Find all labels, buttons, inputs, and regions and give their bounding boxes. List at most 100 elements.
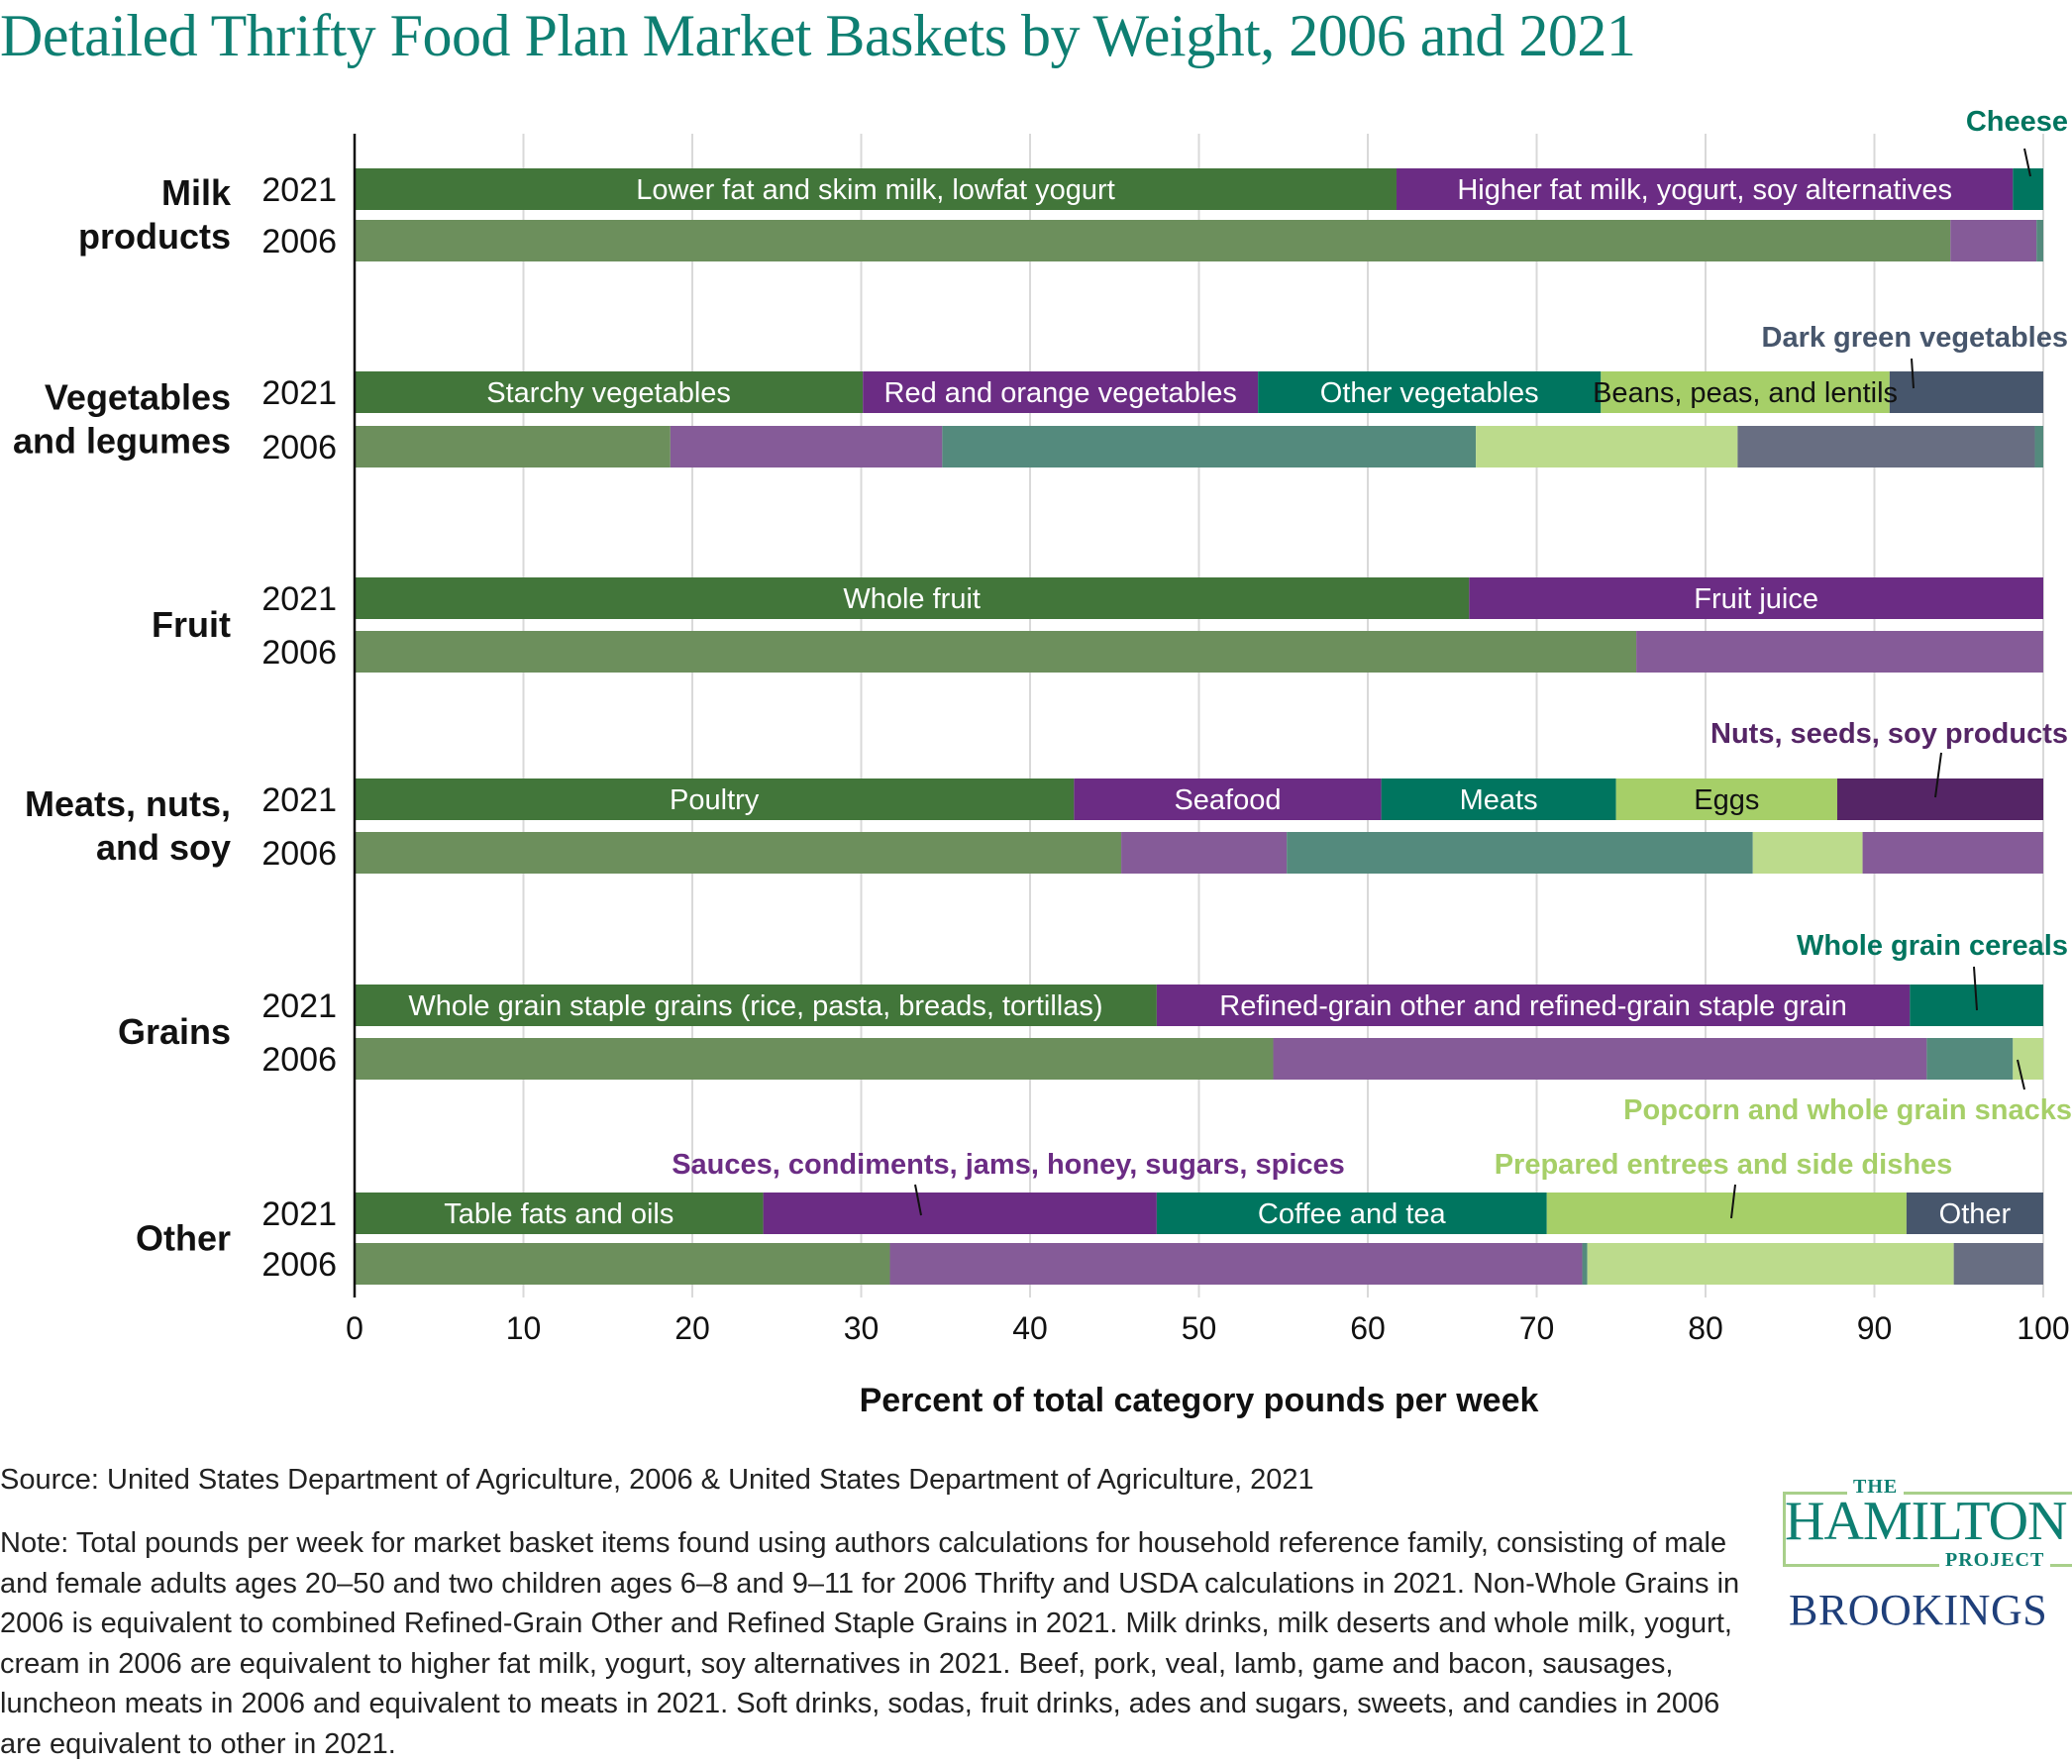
bar-segment	[1469, 577, 2043, 619]
x-tick-label: 20	[674, 1310, 710, 1346]
bar-segment	[1862, 832, 2043, 874]
year-label: 2021	[261, 580, 337, 618]
category-label: Other	[136, 1218, 231, 1259]
bar-segment	[355, 371, 864, 413]
bar-segment	[355, 631, 1637, 673]
gridlines	[522, 134, 2044, 1297]
callout-leader-line	[1973, 966, 1978, 1011]
segment-label: Other	[1939, 1198, 2012, 1230]
bar-segment	[1752, 832, 1863, 874]
year-label: 2006	[261, 1246, 337, 1284]
bar-segment	[1615, 778, 1837, 820]
bar-segment	[1074, 778, 1382, 820]
chart-title: Detailed Thrifty Food Plan Market Basket…	[0, 3, 1636, 68]
bar-segment	[1587, 1243, 1954, 1285]
segment-label: Lower fat and skim milk, lowfat yogurt	[636, 174, 1115, 206]
x-tick-label: 0	[346, 1310, 363, 1346]
bar-segment	[1950, 220, 2037, 261]
bar-segment	[355, 577, 1470, 619]
bar-segment	[355, 1243, 890, 1285]
bar-segment	[1546, 1193, 1907, 1234]
x-tick-label: 90	[1857, 1310, 1893, 1346]
bar-segment	[355, 778, 1075, 820]
footnote: Note: Total pounds per week for market b…	[0, 1527, 1740, 1760]
bar-segment	[1396, 168, 2014, 210]
callout-leader-line	[1911, 358, 1915, 389]
callout-leader-line	[2023, 148, 2031, 177]
category-label: products	[78, 216, 231, 257]
callout-leader-line	[2017, 1059, 2025, 1090]
year-label: 2006	[261, 634, 337, 672]
bar-segment	[2036, 220, 2043, 261]
year-label: 2006	[261, 1041, 337, 1079]
bar-segment	[355, 1193, 764, 1234]
bar-segment	[355, 220, 1951, 261]
segment-label: Red and orange vegetables	[884, 377, 1237, 409]
segment-label: Meats	[1460, 784, 1538, 816]
bar-segment	[1156, 1193, 1547, 1234]
bar-segment	[1926, 1038, 2014, 1080]
category-label: Vegetables	[45, 377, 231, 418]
bar-segment	[1156, 985, 1911, 1026]
bar-segment	[355, 985, 1157, 1026]
callout-label: Prepared entrees and side dishes	[1495, 1149, 1953, 1181]
year-label: 2021	[261, 987, 337, 1025]
year-label: 2021	[261, 781, 337, 819]
year-label: 2021	[261, 1195, 337, 1233]
callout-leader-line	[1730, 1184, 1736, 1219]
segment-label: Fruit juice	[1694, 583, 1818, 615]
bar-segment	[1582, 1243, 1588, 1285]
segment-label: Whole grain staple grains (rice, pasta, …	[408, 990, 1102, 1022]
bar-segment	[1889, 371, 2043, 413]
x-tick-label: 10	[506, 1310, 542, 1346]
stacked-bar-chart: Lower fat and skim milk, lowfat yogurt Hi…	[13, 106, 2072, 1419]
bar-segment	[1287, 832, 1753, 874]
segment-labels: Lower fat and skim milk, lowfat yogurt Hi…	[408, 106, 2072, 1230]
x-tick-label: 40	[1012, 1310, 1048, 1346]
callout-leader-line	[914, 1184, 922, 1216]
x-tick-label: 30	[844, 1310, 880, 1346]
bar-segment	[763, 1193, 1157, 1234]
category-label: and soy	[96, 827, 231, 868]
x-tick-label: 80	[1688, 1310, 1723, 1346]
bar-segment	[355, 1038, 1274, 1080]
source-note: Source: United States Department of Agri…	[0, 1464, 1314, 1496]
bar-segment	[1836, 778, 2043, 820]
callout-label: Nuts, seeds, soy products	[1710, 718, 2068, 750]
bar-segment	[355, 832, 1122, 874]
year-label: 2006	[261, 429, 337, 467]
bar-segment	[1258, 371, 1602, 413]
category-label: Meats, nuts,	[25, 783, 231, 824]
logo-brookings: BROOKINGS	[1789, 1586, 2048, 1634]
bar-segment	[1381, 778, 1616, 820]
segment-label: Eggs	[1694, 784, 1759, 816]
bar-segment	[1906, 1193, 2043, 1234]
segment-label: Coffee and tea	[1258, 1198, 1447, 1230]
segment-label: Higher fat milk, yogurt, soy alternative…	[1457, 174, 1952, 206]
x-axis-title: Percent of total category pounds per wee…	[860, 1382, 1539, 1419]
logo-project: PROJECT	[1939, 1549, 2051, 1572]
callout-label: Cheese	[1966, 106, 2068, 138]
bar-segment	[2034, 426, 2043, 467]
logo-hamilton: HAMILTON	[1785, 1491, 2067, 1552]
x-tick-label: 60	[1350, 1310, 1386, 1346]
bars	[355, 168, 2043, 1285]
category-label: and legumes	[13, 421, 231, 462]
x-tick-label: 70	[1519, 1310, 1555, 1346]
bar-segment	[2013, 1038, 2043, 1080]
segment-label: Other vegetables	[1320, 377, 1539, 409]
bar-segment	[863, 371, 1259, 413]
bar-segment	[1476, 426, 1738, 467]
bar-segment	[355, 168, 1397, 210]
bar-segment	[1601, 371, 1890, 413]
bar-segment	[1636, 631, 2043, 673]
callout-label: Whole grain cereals	[1797, 930, 2068, 962]
year-label: 2021	[261, 374, 337, 412]
x-tick-label: 100	[2017, 1310, 2069, 1346]
hamilton-brookings-logo: THE HAMILTON PROJECT BROOKINGS	[1763, 1464, 2072, 1634]
bar-segment	[1273, 1038, 1927, 1080]
callout-label: Sauces, condiments, jams, honey, sugars,…	[672, 1149, 1345, 1181]
bar-segment	[2013, 168, 2043, 210]
year-label: 2021	[261, 171, 337, 209]
